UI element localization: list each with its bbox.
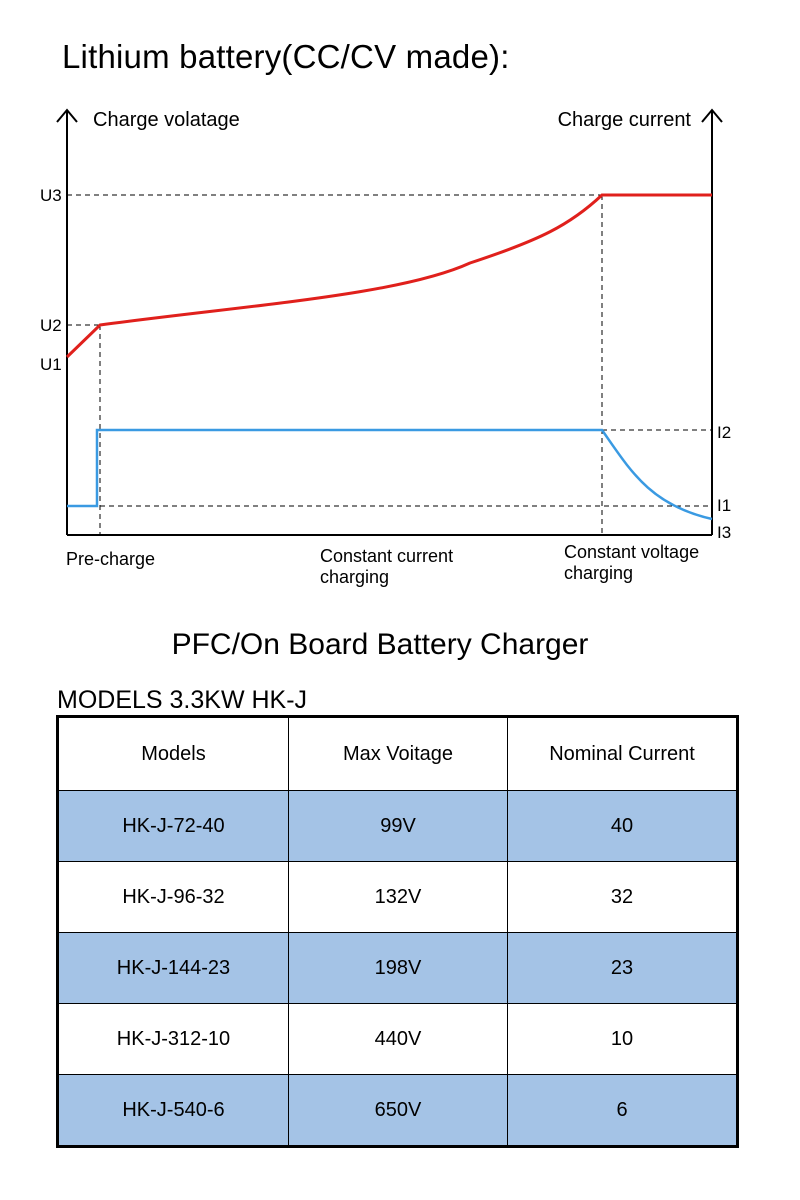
left-axis-label: Charge volatage <box>93 109 240 131</box>
table-row: HK-J-540-6 650V 6 <box>58 1074 737 1146</box>
cell-nominal-current: 23 <box>507 932 737 1004</box>
stage-cc-label-line1: Constant current <box>320 546 453 566</box>
table-header-row: Models Max Voitage Nominal Current <box>58 717 737 791</box>
cell-model: HK-J-144-23 <box>58 932 289 1004</box>
cell-max-voltage: 650V <box>288 1074 508 1146</box>
cell-model: HK-J-312-10 <box>58 1003 289 1075</box>
header-nominal-current: Nominal Current <box>507 717 737 791</box>
cell-model: HK-J-96-32 <box>58 861 289 933</box>
cell-max-voltage: 440V <box>288 1003 508 1075</box>
guide-lines <box>67 194 712 535</box>
header-models: Models <box>58 717 289 791</box>
stage-precharge-label: Pre-charge <box>66 549 155 569</box>
axes <box>56 108 723 536</box>
header-max-voltage: Max Voitage <box>288 717 508 791</box>
i1-label: I1 <box>717 496 731 515</box>
cell-max-voltage: 99V <box>288 790 508 862</box>
section-title: PFC/On Board Battery Charger <box>171 628 589 661</box>
stage-cv-label-line2: charging <box>564 563 633 583</box>
models-table: Models Max Voitage Nominal Current HK-J-… <box>56 715 739 1148</box>
right-axis-label: Charge current <box>558 109 692 131</box>
models-title: MODELS 3.3KW HK-J <box>57 686 308 714</box>
table-row: HK-J-72-40 99V 40 <box>58 790 737 862</box>
cell-model: HK-J-540-6 <box>58 1074 289 1146</box>
u3-label: U3 <box>40 186 62 205</box>
left-axis-arrow <box>56 108 78 123</box>
i3-label: I3 <box>717 523 731 542</box>
table-row: HK-J-144-23 198V 23 <box>58 932 737 1004</box>
right-axis-arrow <box>701 108 723 123</box>
cell-max-voltage: 132V <box>288 861 508 933</box>
voltage-curve <box>65 193 712 359</box>
charging-curve-diagram: Charge volatage Charge current U3 U2 U1 … <box>40 108 731 587</box>
cell-nominal-current: 10 <box>507 1003 737 1075</box>
cell-nominal-current: 32 <box>507 861 737 933</box>
i2-label: I2 <box>717 423 731 442</box>
table-row: HK-J-312-10 440V 10 <box>58 1003 737 1075</box>
stage-cv-label-line1: Constant voltage <box>564 542 699 562</box>
stage-cc-label-line2: charging <box>320 567 389 587</box>
current-curve <box>67 428 713 521</box>
u1-label: U1 <box>40 355 62 374</box>
cell-max-voltage: 198V <box>288 932 508 1004</box>
cell-nominal-current: 40 <box>507 790 737 862</box>
page-title: Lithium battery(CC/CV made): <box>62 38 510 75</box>
u2-label: U2 <box>40 316 62 335</box>
table-row: HK-J-96-32 132V 32 <box>58 861 737 933</box>
cell-model: HK-J-72-40 <box>58 790 289 862</box>
cell-nominal-current: 6 <box>507 1074 737 1146</box>
